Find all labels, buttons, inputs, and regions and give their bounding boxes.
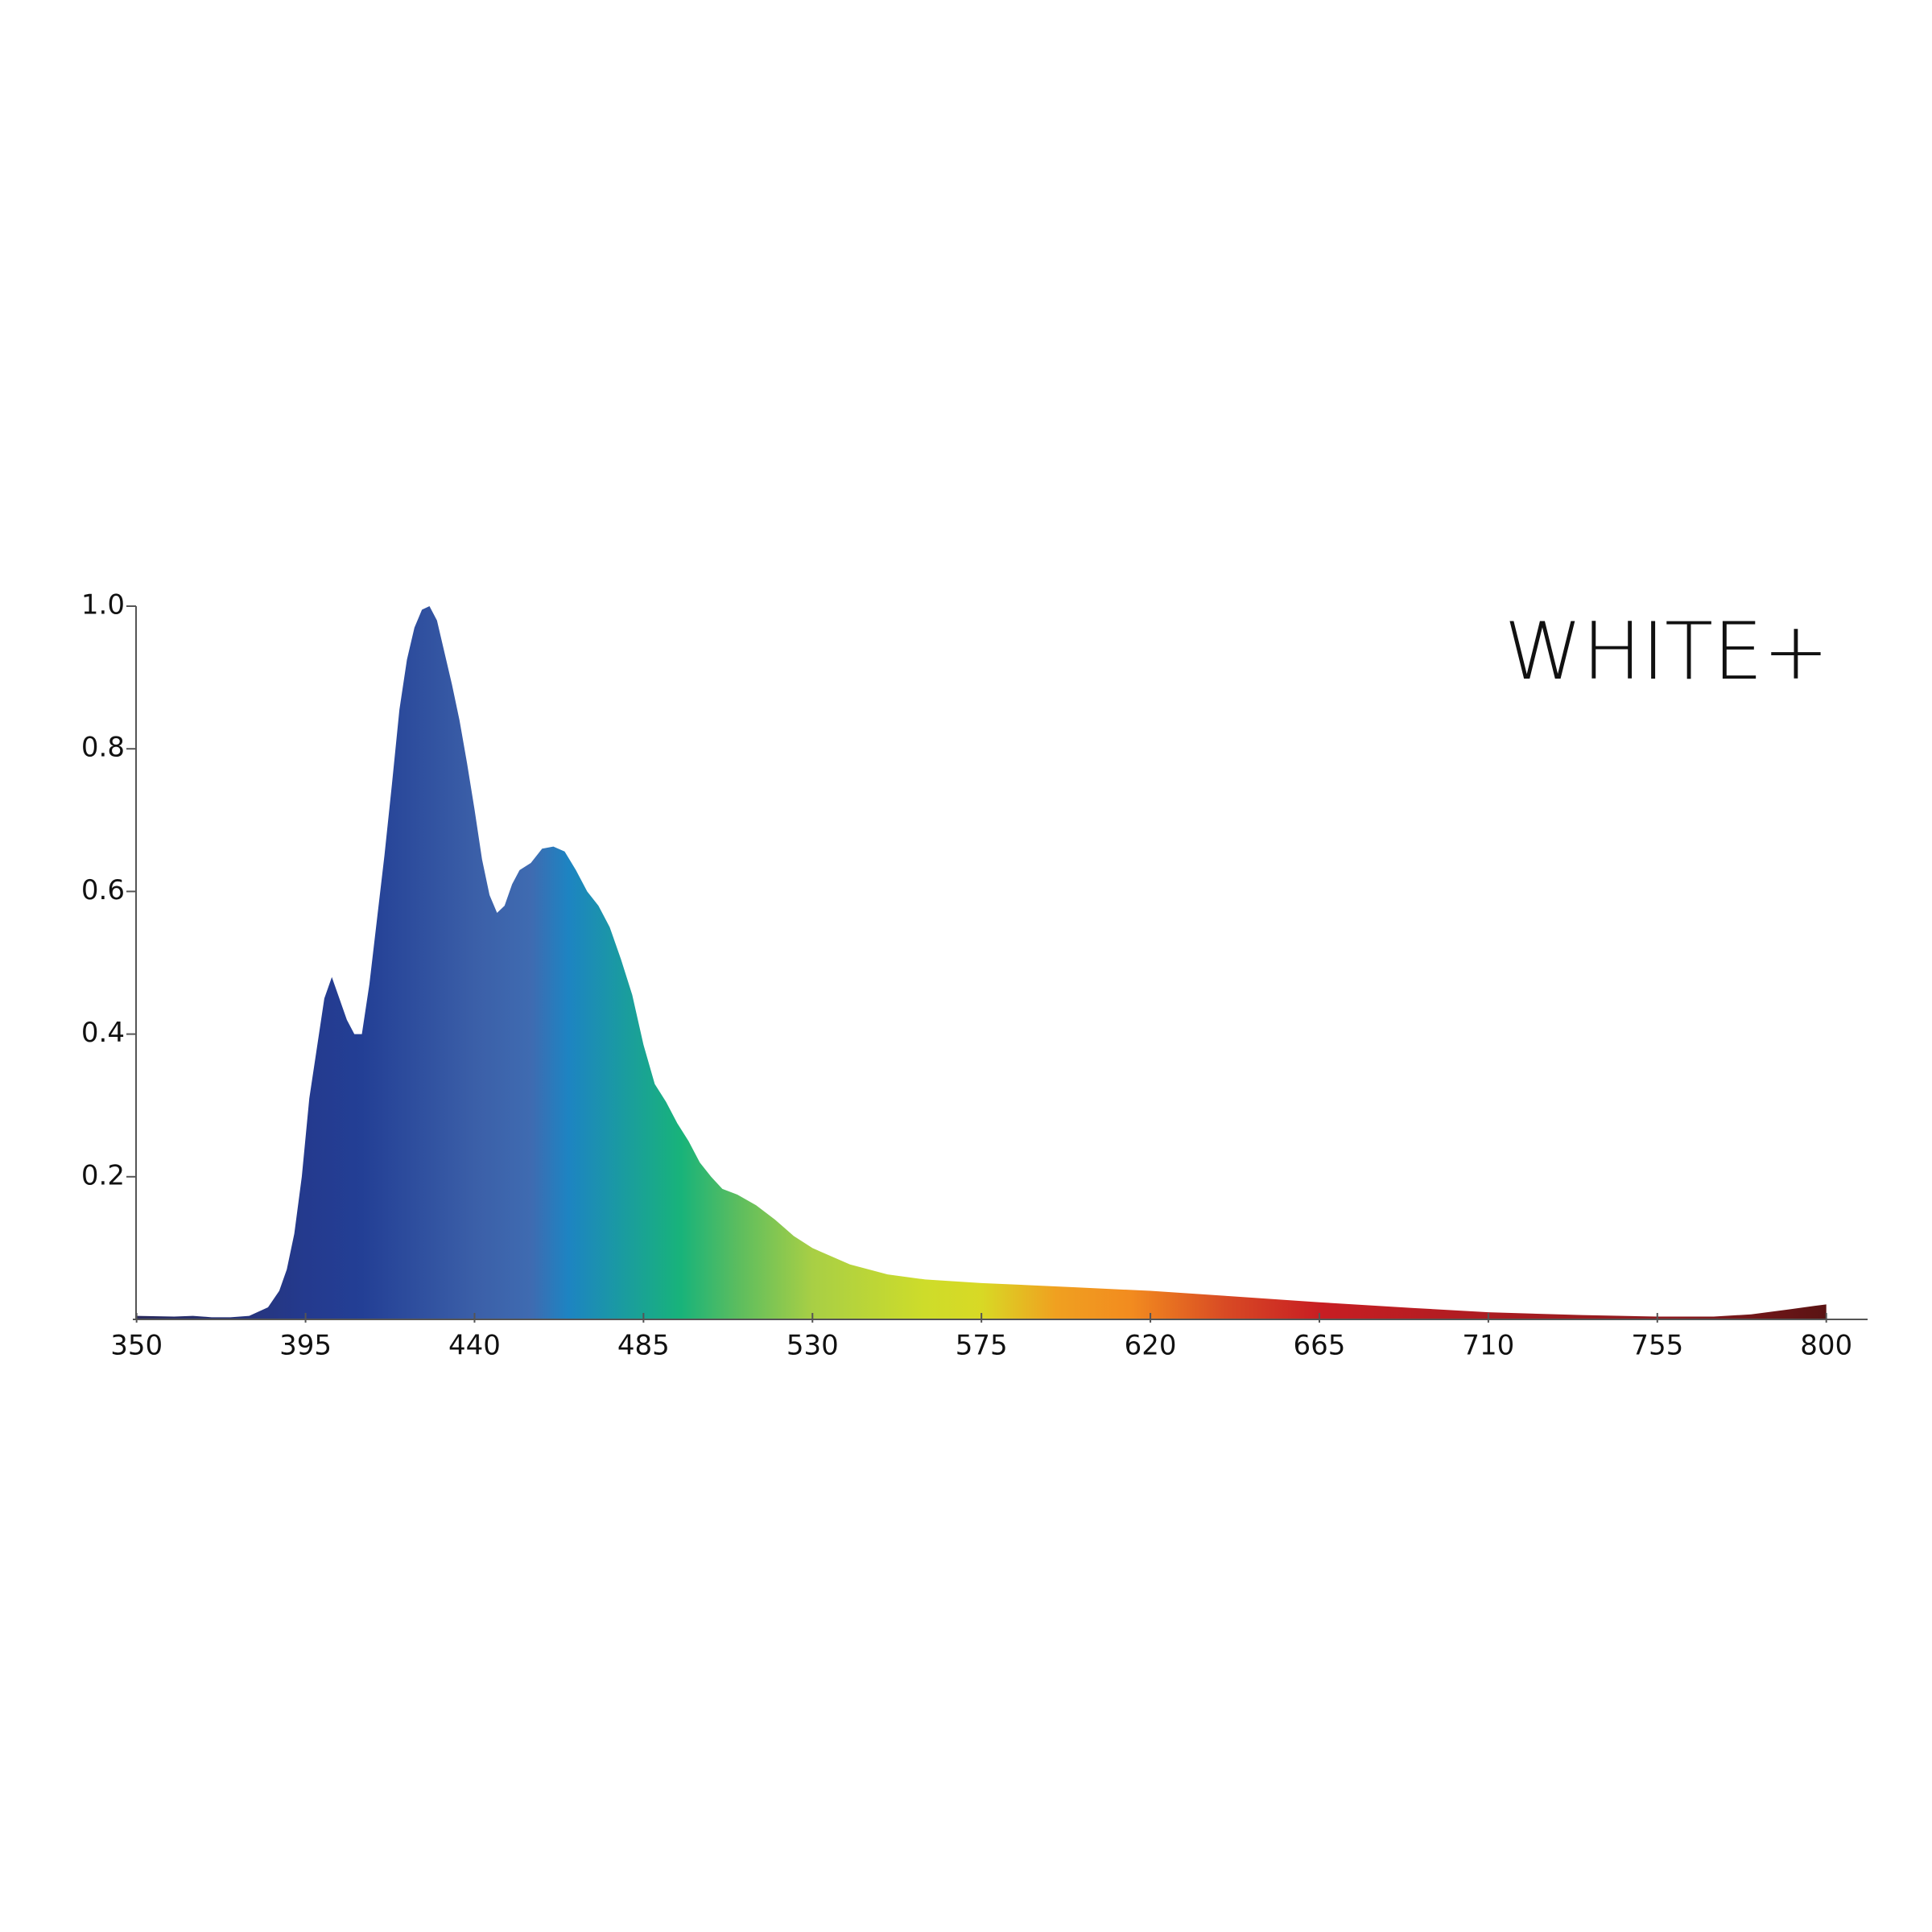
x-tick-label: 530 xyxy=(786,1330,839,1362)
x-tick-label: 395 xyxy=(279,1330,332,1362)
x-tick-label: 665 xyxy=(1294,1330,1346,1362)
chart-title: WHITE+ xyxy=(1505,606,1829,698)
spectrum-area xyxy=(136,606,1827,1319)
y-tick-label: 0.2 xyxy=(81,1159,125,1191)
y-tick-label: 0.6 xyxy=(81,874,125,906)
x-tick-label: 755 xyxy=(1631,1330,1683,1362)
x-tick-label: 710 xyxy=(1462,1330,1514,1362)
y-tick-label: 1.0 xyxy=(81,589,125,621)
y-tick-label: 0.4 xyxy=(81,1017,125,1049)
x-tick-label: 485 xyxy=(617,1330,670,1362)
y-tick-label: 0.8 xyxy=(81,732,125,764)
x-tick-label: 440 xyxy=(448,1330,501,1362)
x-tick-label: 620 xyxy=(1125,1330,1177,1362)
x-tick-label: 350 xyxy=(110,1330,163,1362)
x-tick-label: 800 xyxy=(1800,1330,1852,1362)
x-tick-label: 575 xyxy=(956,1330,1008,1362)
